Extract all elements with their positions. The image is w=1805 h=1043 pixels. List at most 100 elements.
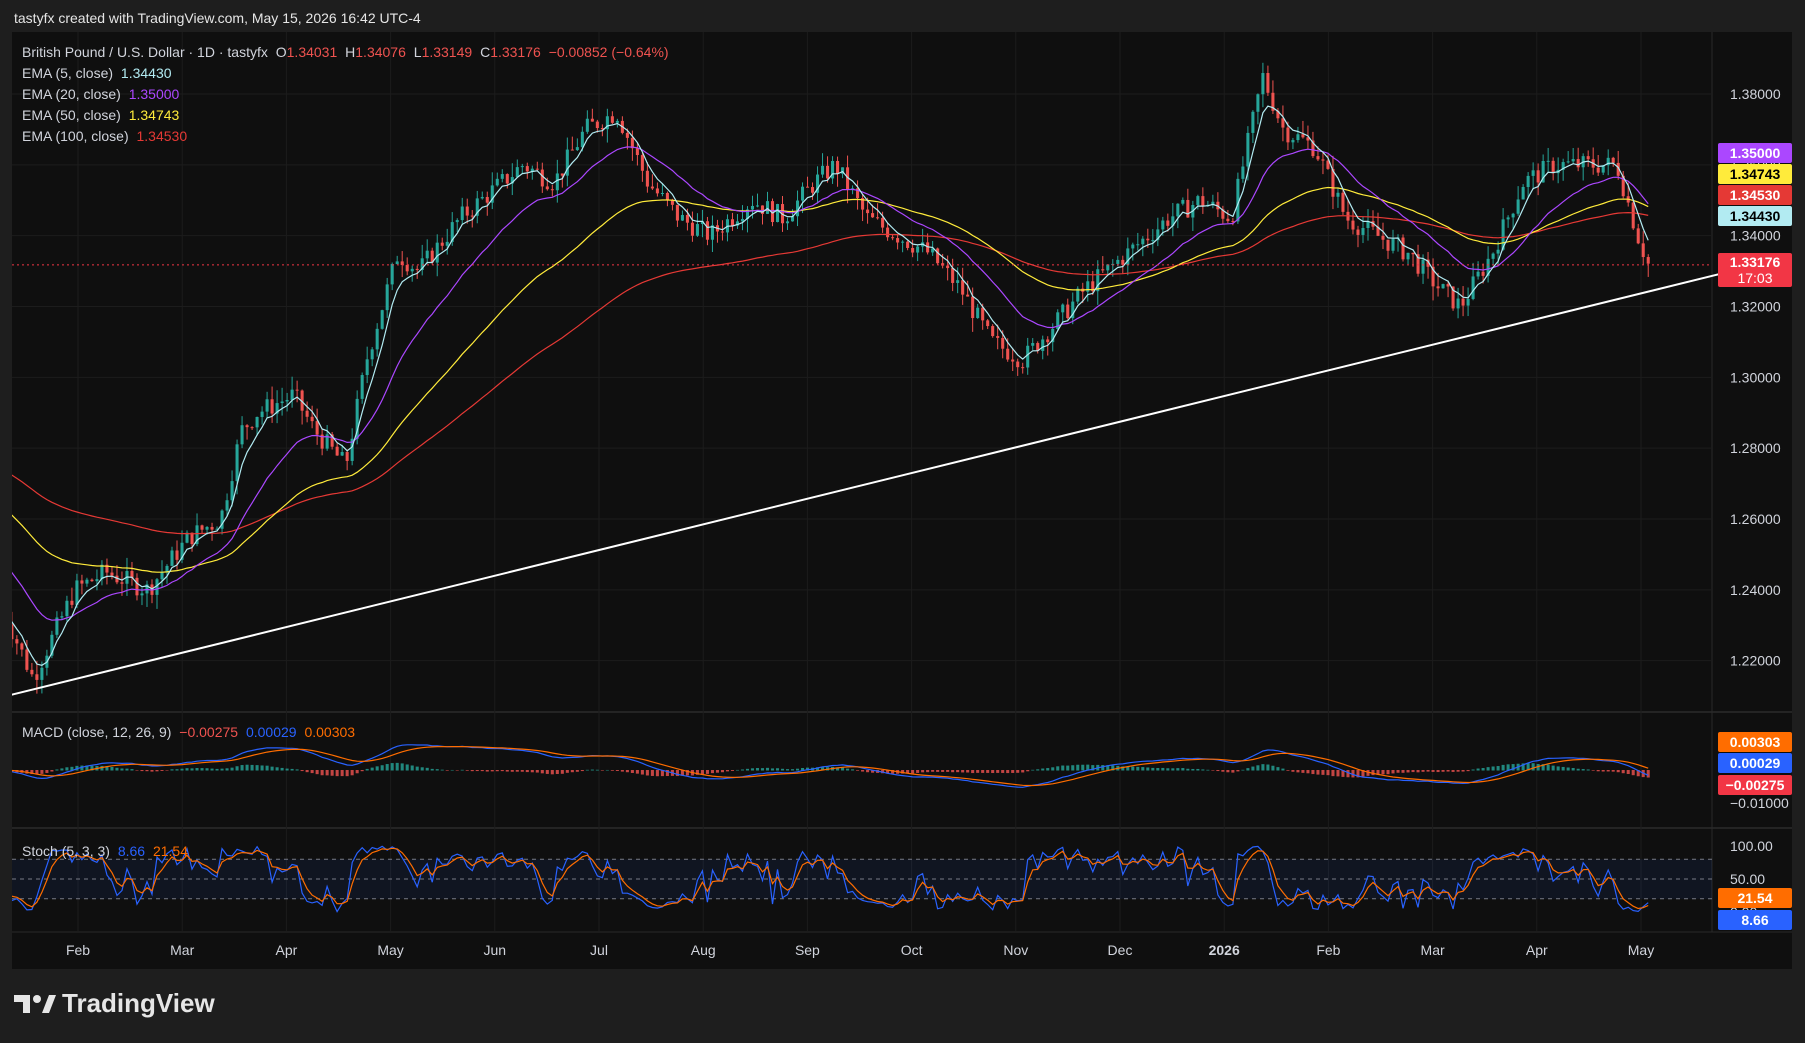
candle-body: [1516, 199, 1520, 214]
x-tick-label: May: [1628, 942, 1654, 958]
macd-histogram-bar: [695, 770, 699, 775]
candle-body: [585, 118, 589, 132]
macd-histogram-bar: [525, 770, 529, 773]
tradingview-brand[interactable]: TradingView: [14, 988, 215, 1019]
candle-body: [846, 167, 850, 190]
macd-histogram-bar: [225, 768, 229, 771]
candle-body: [1416, 254, 1420, 274]
macd-histogram-bar: [270, 766, 274, 771]
macd-histogram-bar: [380, 765, 384, 771]
ema20-line: [12, 146, 1649, 621]
candle-body: [1041, 339, 1045, 351]
macd-histogram-bar: [1001, 770, 1005, 773]
candle-body: [85, 579, 89, 584]
macd-histogram-bar: [355, 770, 359, 774]
macd-histogram-bar: [1186, 768, 1190, 771]
macd-histogram-bar: [760, 768, 765, 771]
candle-body: [245, 425, 249, 428]
chart-svg[interactable]: 1.380001.360001.340001.320001.300001.280…: [12, 32, 1792, 969]
candle-body: [1526, 175, 1530, 188]
macd-histogram-bar: [250, 764, 254, 771]
candle-body: [290, 389, 294, 400]
candle-body: [350, 438, 354, 461]
macd-histogram-bar: [375, 766, 379, 771]
macd-histogram-bar: [565, 770, 569, 773]
macd-histogram-bar: [460, 769, 464, 771]
macd-histogram-bar: [220, 768, 224, 771]
macd-histogram-bar: [1491, 766, 1495, 771]
chart-frame[interactable]: 1.380001.360001.340001.320001.300001.280…: [12, 32, 1792, 969]
candle-body: [510, 177, 514, 184]
macd-histogram-bar: [135, 770, 139, 771]
macd-histogram-bar: [320, 770, 324, 776]
candle-body: [1301, 134, 1305, 138]
candle-body: [1186, 199, 1190, 218]
macd-signal-tag: 0.00303: [1718, 732, 1792, 752]
candle-body: [931, 248, 935, 253]
macd-histogram-bar: [1591, 770, 1595, 771]
candle-body: [1376, 226, 1380, 236]
candle-body: [565, 149, 569, 176]
candle-body: [395, 261, 399, 265]
macd-histogram-bar: [1461, 770, 1465, 772]
candle-body: [946, 265, 950, 269]
macd-histogram-bar: [70, 766, 74, 771]
last-price-tag: 1.33176 17:03: [1718, 253, 1792, 287]
candle-body: [480, 196, 484, 199]
candle-body: [1226, 218, 1230, 222]
macd-histogram-bar: [330, 770, 334, 776]
macd-histogram-bar: [450, 769, 454, 771]
macd-histogram-bar: [1161, 767, 1165, 771]
candle-body: [230, 481, 234, 501]
macd-histogram-bar: [1206, 769, 1210, 771]
macd-histogram-bar: [365, 768, 369, 771]
candle-body: [891, 237, 895, 239]
macd-histogram-bar: [946, 770, 950, 772]
macd-label: MACD (close, 12, 26, 9): [22, 724, 172, 740]
candle-body: [435, 242, 439, 263]
candle-body: [235, 444, 239, 482]
candle-body: [65, 600, 69, 617]
macd-histogram-bar: [150, 770, 154, 772]
x-tick-label: Dec: [1108, 942, 1133, 958]
macd-histogram-bar: [520, 770, 524, 772]
macd-histogram-bar: [635, 770, 639, 774]
candle-body: [50, 634, 54, 656]
candle-body: [1026, 345, 1030, 368]
candle-body: [841, 167, 845, 174]
candle-body: [770, 201, 775, 223]
macd-histogram-bar: [580, 770, 584, 772]
macd-histogram-bar: [1511, 764, 1515, 771]
candle-body: [1601, 165, 1605, 173]
candle-body: [745, 209, 750, 219]
candle-body: [1616, 162, 1620, 176]
candle-body: [1531, 170, 1535, 176]
macd-histogram-bar: [1486, 767, 1490, 771]
macd-histogram-bar: [1336, 770, 1340, 777]
macd-histogram-bar: [1631, 770, 1635, 776]
macd-histogram-bar: [926, 770, 930, 773]
macd-histogram-bar: [1156, 767, 1160, 771]
candle-body: [790, 216, 795, 222]
candle-body: [525, 166, 529, 172]
candle-body: [1296, 134, 1300, 141]
candle-body: [105, 564, 109, 573]
macd-histogram-bar: [1406, 770, 1410, 773]
candle-body: [1471, 276, 1475, 299]
candle-body: [330, 434, 334, 447]
candle-body: [1246, 132, 1250, 167]
candle-body: [1536, 170, 1540, 183]
candle-body: [986, 320, 990, 327]
candle-body: [595, 121, 599, 129]
macd-histogram-bar: [1216, 770, 1220, 772]
candle-body: [730, 219, 734, 226]
ema50-label: EMA (50, close): [22, 107, 121, 123]
macd-histogram-bar: [1016, 770, 1020, 773]
x-tick-label: Aug: [691, 942, 716, 958]
x-tick-label: Jun: [484, 942, 507, 958]
macd-histogram-bar: [360, 770, 364, 772]
macd-histogram-bar: [816, 767, 820, 771]
candle-body: [675, 204, 679, 221]
candle-body: [1061, 304, 1065, 313]
macd-histogram-bar: [1296, 770, 1300, 773]
